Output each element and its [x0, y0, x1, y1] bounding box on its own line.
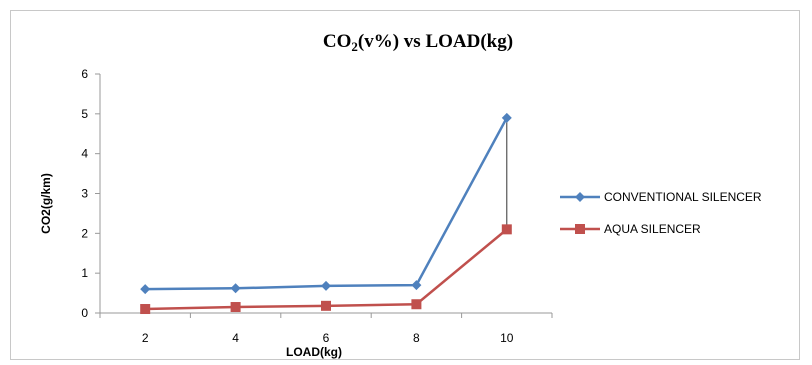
legend-marker-square — [575, 224, 585, 234]
y-tick-label: 4 — [81, 147, 88, 161]
series-layer — [140, 112, 512, 315]
chart-title: CO2(v%) vs LOAD(kg) — [323, 31, 513, 54]
y-axis-label: CO2(g/km) — [39, 173, 53, 234]
data-point-square — [140, 304, 151, 315]
data-point-diamond — [501, 112, 512, 123]
legend-label: AQUA SILENCER — [604, 222, 701, 236]
x-axis-label: LOAD(kg) — [286, 345, 342, 359]
y-tick-label: 6 — [81, 67, 88, 81]
legend: CONVENTIONAL SILENCER AQUA SILENCER — [560, 190, 762, 236]
y-tick-label: 2 — [81, 226, 88, 240]
x-tick-label: 4 — [232, 331, 239, 345]
y-tick-label: 5 — [81, 107, 88, 121]
series-aqua-silencer — [140, 224, 512, 315]
data-point-square — [501, 224, 512, 235]
y-tick-label: 0 — [81, 306, 88, 320]
data-point-diamond — [140, 284, 151, 295]
x-tick-label: 8 — [413, 331, 420, 345]
legend-marker-diamond — [575, 192, 585, 202]
x-tick-label: 2 — [142, 331, 149, 345]
x-axis-ticks: 2 4 6 8 10 — [99, 313, 553, 345]
y-axis-ticks: 0 1 2 3 4 5 6 — [81, 67, 100, 320]
y-tick-label: 3 — [81, 187, 88, 201]
data-point-diamond — [321, 280, 331, 291]
x-tick-label: 6 — [323, 331, 330, 345]
series-line — [145, 117, 508, 291]
legend-item: AQUA SILENCER — [560, 222, 701, 236]
data-point-diamond — [230, 283, 241, 294]
data-point-square — [321, 300, 331, 311]
y-tick-label: 1 — [81, 266, 88, 280]
legend-label: CONVENTIONAL SILENCER — [604, 190, 762, 204]
legend-item: CONVENTIONAL SILENCER — [560, 190, 762, 204]
series-conventional-silencer — [140, 112, 512, 295]
series-line — [145, 228, 508, 311]
data-point-square — [230, 302, 241, 313]
x-tick-label: 10 — [500, 331, 514, 345]
chart-frame — [10, 10, 800, 360]
data-point-diamond — [411, 280, 422, 291]
data-point-square — [411, 299, 422, 310]
